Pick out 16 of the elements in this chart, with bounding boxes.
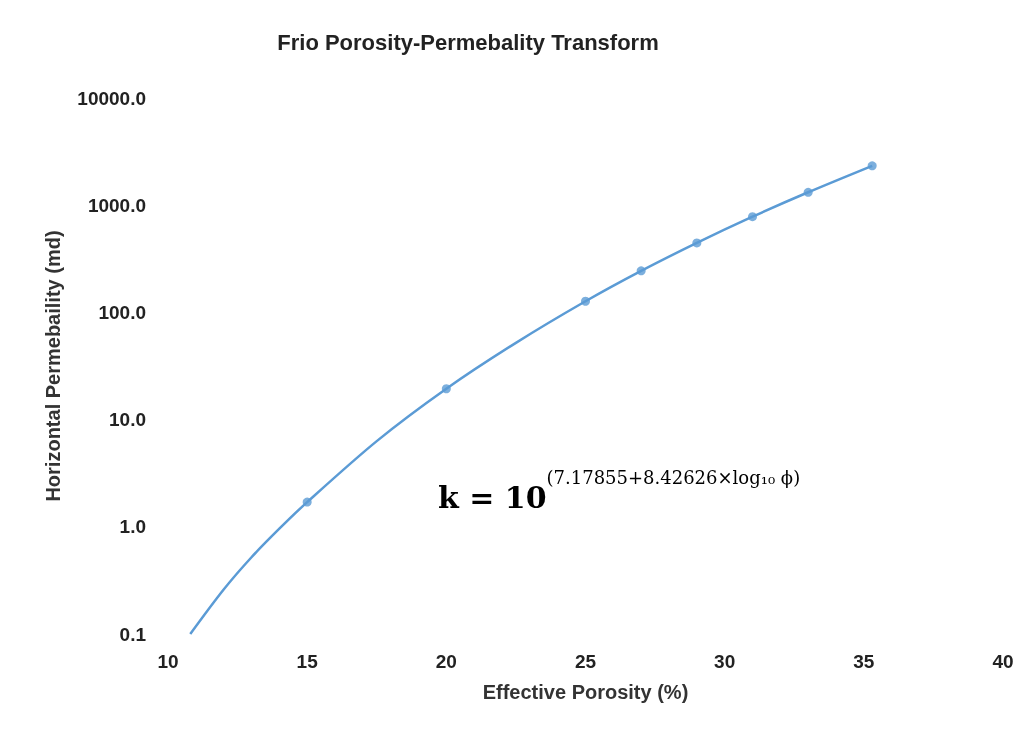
x-tick-label: 35 [853, 651, 875, 672]
y-tick-label: 1000.0 [87, 194, 146, 216]
y-tick-label: 10.0 [109, 409, 146, 431]
x-tick-label: 10 [157, 651, 179, 672]
chart-title: Frio Porosity-Permebality Transform [277, 29, 659, 55]
x-tick-label: 30 [714, 651, 736, 672]
x-tick-label: 15 [296, 651, 319, 672]
y-tick-label: 10000.0 [77, 87, 146, 109]
y-tick-label: 0.1 [119, 623, 147, 645]
x-tick-label: 40 [992, 651, 1014, 672]
x-tick-label: 20 [435, 651, 457, 672]
y-axis-title: Horizontal Permebaility (md) [42, 230, 64, 502]
y-tick-label: 100.0 [98, 301, 146, 323]
y-tick-label: 1.0 [119, 516, 146, 538]
x-axis-title: Effective Porosity (%) [482, 681, 689, 703]
x-tick-label: 25 [574, 651, 597, 672]
